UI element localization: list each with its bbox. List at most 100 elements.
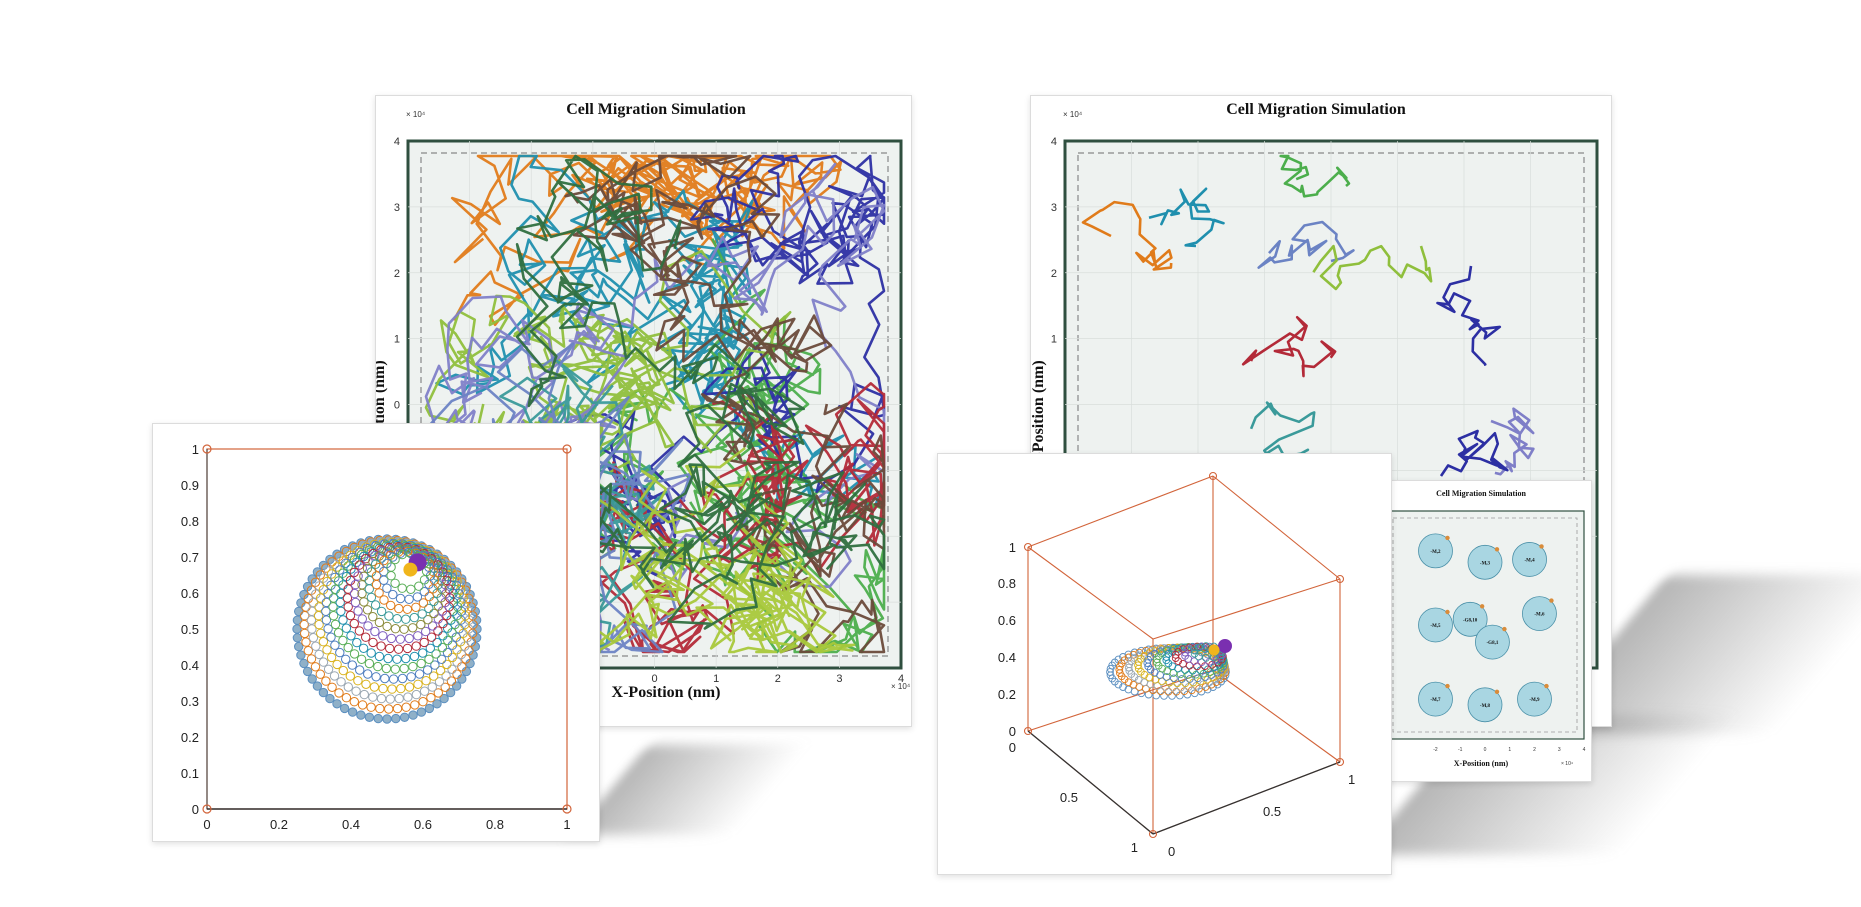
x-tick-label: -2	[1433, 747, 1438, 753]
ring-marker	[416, 658, 426, 669]
z-tick-label: 0.8	[998, 576, 1016, 591]
ring-marker	[408, 623, 418, 633]
ring-marker	[311, 641, 321, 651]
cell-circle	[1452, 601, 1488, 637]
ring-marker	[368, 612, 378, 622]
y-tick-label: 0.5	[181, 622, 199, 637]
ring-marker	[329, 559, 340, 570]
trajectory	[1279, 154, 1351, 198]
cell-marker	[1445, 535, 1450, 541]
ring-marker	[386, 571, 396, 581]
x-tick-label: 4	[898, 673, 904, 685]
ring-marker	[357, 614, 368, 624]
ring-marker	[296, 650, 306, 660]
ring-marker	[410, 700, 420, 710]
x-tick-label: 0.5	[1263, 804, 1281, 819]
ring-marker	[323, 664, 334, 675]
ring-marker	[418, 648, 428, 658]
ring-marker	[386, 600, 396, 611]
ring-marker	[376, 693, 387, 704]
y-tick-label: 0.3	[181, 694, 199, 709]
ring-marker	[452, 645, 462, 655]
ring-marker	[385, 694, 396, 704]
trajectory	[1148, 187, 1225, 248]
z-tick-label: 0	[1009, 724, 1016, 739]
ring-marker	[355, 665, 365, 675]
ring-marker	[433, 688, 443, 698]
ring-marker	[342, 593, 353, 603]
trajectory	[435, 154, 886, 512]
ring-marker	[429, 671, 439, 681]
ring-marker	[427, 682, 437, 692]
cell-group: -M,2 -M,3 -M,4 -M,5 -G8,10 -G8,1 -M,6 -M,7 -M,8 -…	[1418, 533, 1557, 723]
ring-marker	[321, 563, 331, 573]
ring-marker	[339, 703, 350, 714]
cell-label: -G8,1	[1487, 641, 1499, 646]
x-tick-label: 0	[203, 817, 210, 832]
ring-marker	[1184, 671, 1193, 679]
ring-marker	[1158, 649, 1167, 658]
ring-marker	[328, 611, 339, 621]
ring-marker	[376, 553, 387, 563]
bounding-box	[206, 448, 568, 810]
ring-marker	[388, 589, 398, 600]
ring-marker	[370, 559, 381, 570]
ring-marker	[1193, 674, 1202, 683]
y-tick-label: 0.4	[181, 658, 199, 673]
ring-marker	[438, 631, 448, 641]
ring-marker	[1194, 643, 1203, 652]
y-tick-label: 1	[1131, 840, 1138, 855]
trajectory	[484, 446, 856, 654]
ring-marker	[419, 587, 429, 597]
ring-marker	[349, 618, 360, 629]
3d-bounding-box	[1023, 471, 1345, 839]
ring-marker	[419, 575, 430, 585]
ring-marker	[343, 584, 353, 594]
trajectory	[1241, 316, 1337, 378]
x-tick-label: 0	[651, 673, 657, 685]
box-edge	[1212, 669, 1341, 763]
ring-marker	[314, 619, 324, 630]
ring-marker	[345, 671, 356, 681]
cell-circle	[1522, 596, 1557, 632]
y-tick-label: 0	[192, 802, 199, 817]
ring-group	[292, 534, 482, 724]
trajectory	[1257, 220, 1355, 269]
ring-marker	[307, 624, 317, 634]
trajectory	[1439, 429, 1509, 477]
ring-marker	[411, 689, 422, 700]
z-tick-label: 0.2	[998, 687, 1016, 702]
ring-marker	[451, 681, 462, 691]
ring-marker	[341, 558, 351, 569]
ring-marker	[432, 699, 442, 709]
ring-marker	[364, 712, 375, 722]
ring-marker	[436, 654, 447, 665]
ring-marker	[376, 641, 386, 651]
ring-marker	[411, 602, 421, 613]
cell-marker	[1539, 544, 1544, 549]
chart-panel-2d-rings: 0 0.1 0.2 0.3 0.4 0.5 0.6 0.7 0.8 0.9 1 0 0.2 0.4 0.6…	[152, 423, 600, 842]
ring-marker	[388, 552, 398, 562]
ring-marker	[429, 608, 439, 619]
trajectory	[539, 238, 886, 654]
ring-marker	[442, 647, 453, 658]
ring-marker	[399, 663, 409, 674]
corner-marker	[562, 444, 572, 454]
ring-marker	[432, 637, 442, 648]
ring-marker	[391, 713, 401, 724]
corner-marker	[562, 804, 572, 814]
cell-marker	[1544, 683, 1549, 689]
ring-marker	[380, 673, 390, 684]
ring-marker	[345, 610, 356, 621]
corner-marker	[1335, 574, 1345, 584]
ring-marker	[332, 699, 342, 709]
ring-marker	[373, 661, 383, 672]
ring-marker	[422, 665, 433, 675]
ring-marker	[333, 628, 344, 638]
ring-marker	[406, 584, 416, 595]
ring-marker	[1158, 645, 1166, 654]
ring-marker	[368, 637, 378, 648]
ring-marker	[1143, 659, 1152, 667]
x-tick-labels: 0 0.5 1 0 0.5 1	[1009, 740, 1355, 859]
x-exponent-label: × 10⁴	[1561, 761, 1573, 767]
